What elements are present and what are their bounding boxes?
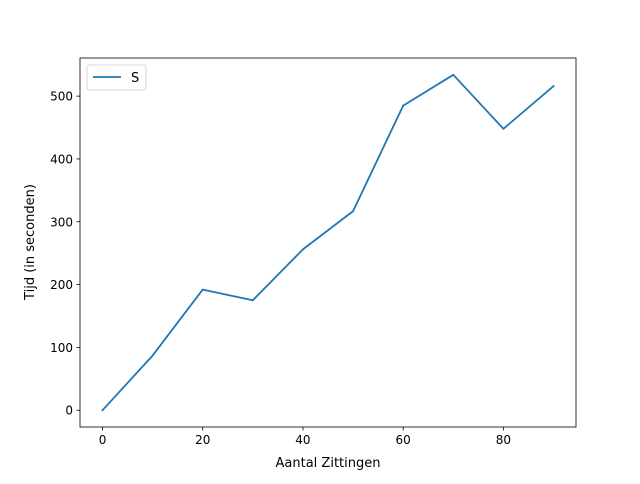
x-axis-ticks: 0 20 40 60 80 [99, 427, 511, 447]
legend-label: S [131, 71, 139, 86]
data-point [101, 409, 104, 412]
plot-frame [79, 57, 577, 428]
y-tick-label: 100 [50, 341, 73, 355]
x-axis-label: Aantal Zittingen [276, 456, 381, 471]
plot-area [80, 58, 576, 427]
y-tick-label: 500 [50, 90, 73, 104]
x-tick-label: 80 [496, 433, 511, 447]
y-axis-ticks: 0 100 200 300 400 500 [50, 90, 80, 418]
series-layer [101, 73, 555, 412]
data-point [352, 210, 354, 212]
y-tick-label: 200 [50, 278, 73, 292]
data-point [201, 288, 204, 291]
x-tick-label: 60 [396, 433, 411, 447]
y-tick-label: 0 [65, 404, 73, 418]
series-line-s [101, 73, 555, 412]
data-point [302, 248, 304, 251]
x-tick-label: 0 [99, 433, 107, 447]
data-point [251, 299, 254, 302]
data-point [552, 85, 555, 87]
data-point [452, 73, 455, 76]
data-point [151, 354, 154, 357]
y-tick-label: 300 [50, 215, 73, 229]
y-axis-label: Tijd (in seconden) [23, 184, 38, 301]
y-tick-label: 400 [50, 152, 73, 166]
legend: S [86, 64, 147, 91]
data-point [502, 127, 505, 130]
x-tick-label: 40 [295, 433, 310, 447]
x-tick-label: 20 [195, 433, 210, 447]
data-point [402, 104, 405, 107]
